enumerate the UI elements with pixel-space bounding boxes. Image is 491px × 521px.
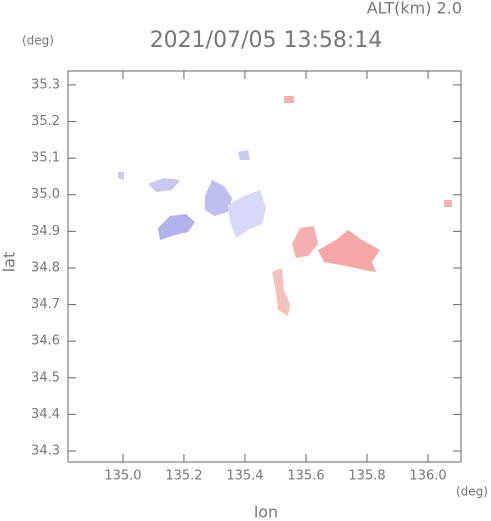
echo-pink — [318, 230, 380, 272]
echo-regions — [118, 96, 452, 316]
y-tick-label: 35.1 — [31, 151, 60, 166]
echo-blue — [148, 178, 180, 192]
echo-pink — [284, 96, 294, 103]
y-tick-label: 34.9 — [31, 224, 60, 239]
y-tick-label: 34.8 — [31, 260, 60, 275]
y-tick-label: 34.5 — [31, 370, 60, 385]
y-tick-label: 34.6 — [31, 334, 60, 349]
altitude-label: ALT(km) 2.0 — [367, 0, 462, 18]
plot-frame — [67, 70, 462, 463]
echo-pink — [272, 268, 290, 316]
echo-blue — [228, 190, 266, 238]
y-tick-label: 34.7 — [31, 297, 60, 312]
x-tick-label: 135.4 — [226, 469, 263, 484]
echo-pink — [444, 200, 452, 207]
x-tick-label: 136.0 — [409, 469, 446, 484]
echo-blue — [205, 180, 232, 216]
x-axis-label: lon — [254, 503, 278, 521]
y-unit: (deg) — [22, 34, 54, 48]
x-unit: (deg) — [456, 485, 488, 499]
x-tick-label: 135.6 — [287, 469, 324, 484]
y-tick-label: 35.2 — [31, 114, 60, 129]
echo-pink — [292, 226, 318, 258]
y-tick-label: 34.3 — [31, 444, 60, 459]
y-tick-label: 35.3 — [31, 77, 60, 92]
echo-blue — [158, 214, 195, 240]
chart-title: 2021/07/05 13:58:14 — [150, 28, 383, 53]
y-tick-label: 34.4 — [31, 407, 60, 422]
x-tick-label: 135.2 — [165, 469, 202, 484]
x-tick-label: 135.0 — [104, 469, 141, 484]
echo-blue — [238, 150, 250, 160]
ticks — [68, 71, 461, 462]
x-tick-label: 135.8 — [348, 469, 385, 484]
y-tick-label: 35.0 — [31, 187, 60, 202]
y-axis-label: lat — [0, 252, 19, 273]
echo-blue — [118, 172, 124, 180]
